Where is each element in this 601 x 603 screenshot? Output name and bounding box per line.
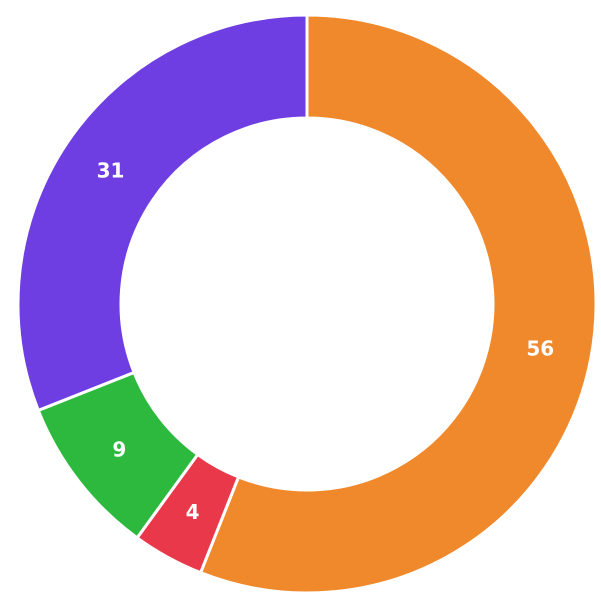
slice-label-4: 4 (186, 500, 200, 524)
slice-56[interactable] (198, 13, 598, 595)
slice-label-9: 9 (112, 438, 126, 462)
slice-label-56: 56 (526, 337, 554, 361)
slice-label-31: 31 (97, 159, 125, 183)
slice-31[interactable] (16, 13, 309, 413)
